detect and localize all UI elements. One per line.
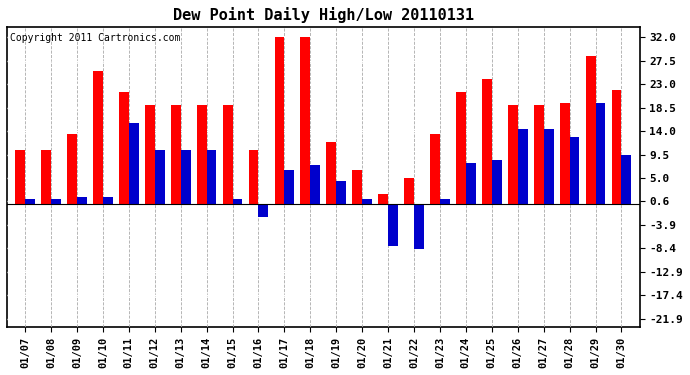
Bar bbox=[492, 160, 502, 204]
Bar bbox=[15, 150, 25, 204]
Bar bbox=[181, 150, 190, 204]
Bar bbox=[388, 204, 398, 246]
Bar bbox=[414, 204, 424, 249]
Bar bbox=[51, 199, 61, 204]
Bar bbox=[300, 38, 310, 204]
Bar bbox=[456, 92, 466, 204]
Bar bbox=[171, 105, 181, 204]
Bar bbox=[534, 105, 544, 204]
Bar bbox=[310, 165, 320, 204]
Bar bbox=[284, 171, 294, 204]
Bar bbox=[440, 199, 450, 204]
Bar bbox=[275, 38, 284, 204]
Bar bbox=[145, 105, 155, 204]
Bar bbox=[248, 150, 259, 204]
Text: Copyright 2011 Cartronics.com: Copyright 2011 Cartronics.com bbox=[10, 33, 181, 43]
Bar bbox=[336, 181, 346, 204]
Bar bbox=[404, 178, 414, 204]
Bar bbox=[119, 92, 129, 204]
Bar bbox=[595, 103, 605, 204]
Bar bbox=[622, 155, 631, 204]
Bar bbox=[586, 56, 595, 204]
Title: Dew Point Daily High/Low 20110131: Dew Point Daily High/Low 20110131 bbox=[172, 7, 474, 23]
Bar bbox=[466, 163, 475, 204]
Bar bbox=[206, 150, 217, 204]
Bar bbox=[362, 199, 372, 204]
Bar bbox=[560, 103, 569, 204]
Bar bbox=[197, 105, 206, 204]
Bar bbox=[508, 105, 518, 204]
Bar bbox=[155, 150, 165, 204]
Bar bbox=[223, 105, 233, 204]
Bar bbox=[233, 199, 242, 204]
Bar bbox=[41, 150, 51, 204]
Bar bbox=[259, 204, 268, 218]
Bar bbox=[67, 134, 77, 204]
Bar bbox=[93, 71, 103, 204]
Bar bbox=[569, 136, 580, 204]
Bar bbox=[25, 199, 35, 204]
Bar bbox=[430, 134, 440, 204]
Bar bbox=[326, 142, 336, 204]
Bar bbox=[378, 194, 388, 204]
Bar bbox=[129, 123, 139, 204]
Bar bbox=[103, 196, 112, 204]
Bar bbox=[518, 129, 528, 204]
Bar bbox=[353, 171, 362, 204]
Bar bbox=[482, 79, 492, 204]
Bar bbox=[77, 196, 87, 204]
Bar bbox=[611, 90, 622, 204]
Bar bbox=[544, 129, 553, 204]
